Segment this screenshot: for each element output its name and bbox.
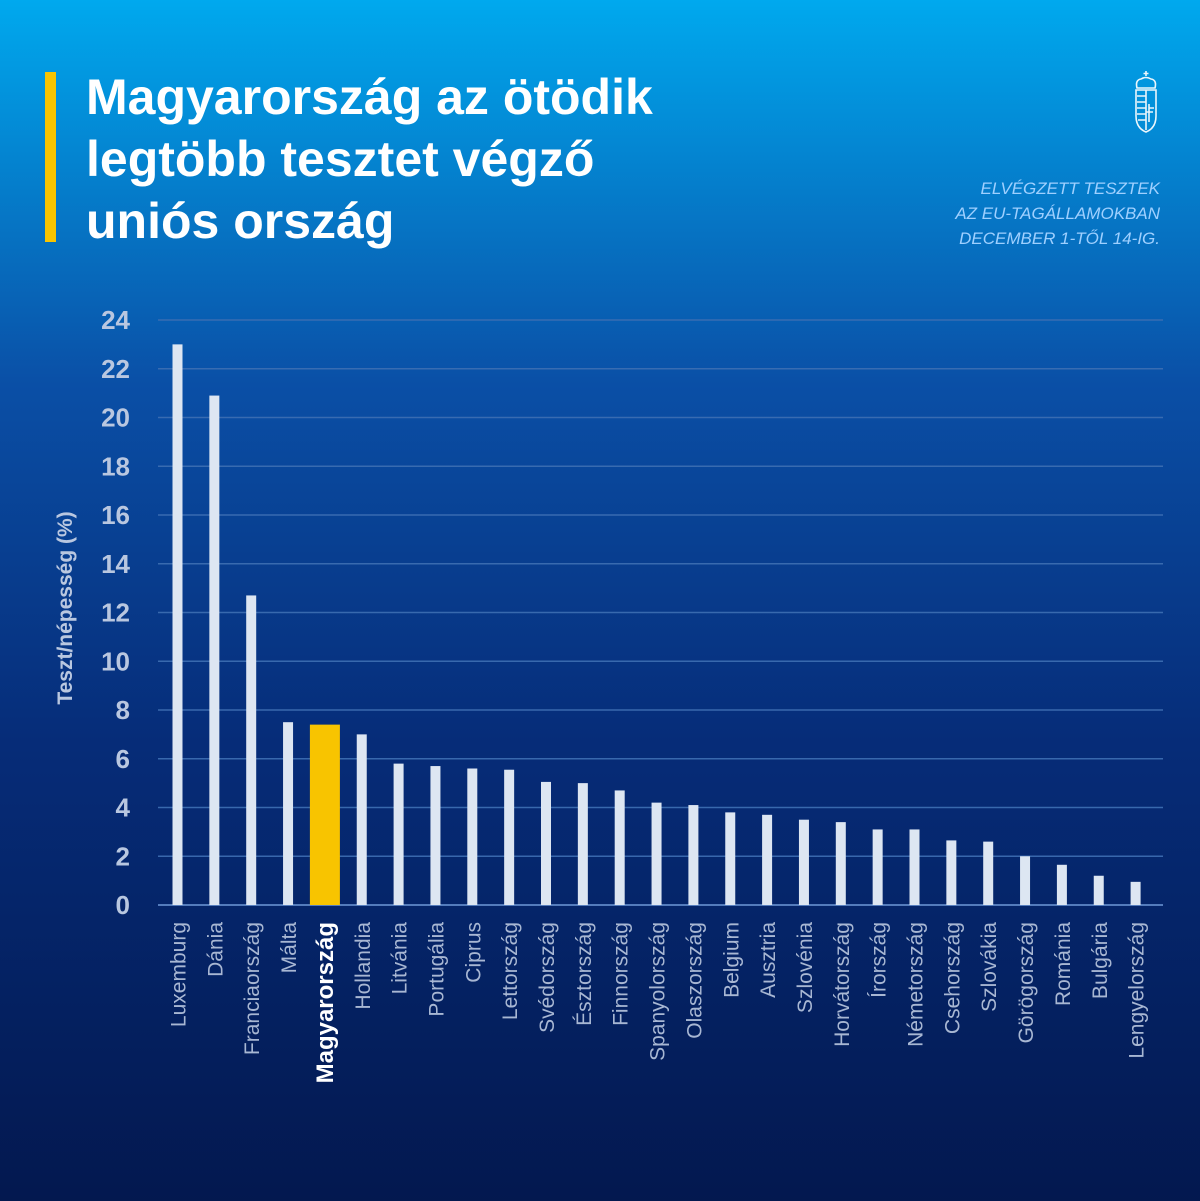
bar <box>430 766 441 905</box>
bar <box>1020 856 1031 905</box>
bar <box>393 763 404 905</box>
x-category-label: Csehország <box>941 922 964 1034</box>
bar <box>798 819 809 905</box>
x-category-label: Bulgária <box>1089 922 1112 999</box>
bar <box>872 829 883 905</box>
bar <box>725 812 736 905</box>
x-category-label: Litvánia <box>389 922 412 995</box>
y-tick-label: 20 <box>101 403 130 433</box>
title-line-2: legtöbb tesztet végző <box>86 131 595 187</box>
y-tick-label: 16 <box>101 500 130 530</box>
x-category-label: Hollandia <box>352 922 375 1010</box>
y-tick-label: 24 <box>101 305 130 335</box>
x-category-label: Dánia <box>204 922 227 977</box>
x-category-label: Németország <box>905 922 928 1047</box>
bar <box>983 841 994 905</box>
y-tick-label: 22 <box>101 354 130 384</box>
y-tick-label: 18 <box>101 451 130 481</box>
title-accent-bar <box>45 72 56 242</box>
x-category-label: Írország <box>868 922 891 998</box>
bar <box>688 805 699 905</box>
bar <box>762 814 773 905</box>
bar <box>172 344 183 905</box>
bar <box>209 395 220 905</box>
x-category-label: Spanyolország <box>647 922 670 1061</box>
chart-subtitle: ELVÉGZETT TESZTEK AZ EU-TAGÁLLAMOKBAN DE… <box>740 176 1160 251</box>
y-tick-label: 2 <box>116 841 130 871</box>
subtitle-line-1: ELVÉGZETT TESZTEK <box>980 179 1160 198</box>
title-line-1: Magyarország az ötödik <box>86 69 653 125</box>
y-axis-title: Teszt/népesség (%) <box>54 511 77 704</box>
x-category-label: Lettország <box>499 922 522 1020</box>
y-tick-label: 0 <box>116 890 130 920</box>
x-category-label: Finnország <box>610 922 633 1026</box>
bar <box>909 829 920 905</box>
x-category-label: Észtország <box>573 922 596 1026</box>
bar <box>1130 881 1141 905</box>
x-category-label: Svédország <box>536 922 559 1033</box>
bar <box>504 769 515 905</box>
bar <box>835 822 846 905</box>
x-category-label: Lengyelország <box>1126 922 1149 1059</box>
x-category-label: Franciaország <box>241 922 264 1055</box>
x-category-label: Ciprus <box>462 922 485 983</box>
y-tick-label: 10 <box>101 646 130 676</box>
chart-title: Magyarország az ötödik legtöbb tesztet v… <box>86 66 846 252</box>
y-tick-label: 8 <box>116 695 130 725</box>
x-category-label: Görögország <box>1015 922 1038 1043</box>
subtitle-line-2: AZ EU-TAGÁLLAMOKBAN <box>955 204 1160 223</box>
bar <box>467 768 478 905</box>
y-tick-label: 12 <box>101 598 130 628</box>
y-tick-label: 14 <box>101 549 130 579</box>
x-category-label: Málta <box>278 922 301 974</box>
bar <box>246 595 257 905</box>
bar <box>1056 864 1067 905</box>
bar <box>651 802 662 905</box>
bar <box>309 724 340 905</box>
hungarian-coat-of-arms-icon <box>1135 71 1157 133</box>
y-tick-label: 4 <box>116 793 131 823</box>
x-category-label: Ausztria <box>757 922 780 998</box>
subtitle-line-3: DECEMBER 1-TŐL 14-IG. <box>959 229 1160 248</box>
x-category-label: Luxemburg <box>168 922 191 1027</box>
x-category-label: Olaszország <box>683 922 706 1039</box>
x-category-label: Szlovákia <box>978 922 1001 1012</box>
x-category-label: Románia <box>1052 922 1075 1006</box>
bar <box>614 790 625 905</box>
x-category-label: Belgium <box>720 922 743 998</box>
bar <box>577 783 588 905</box>
bar <box>946 840 957 905</box>
title-line-3: uniós ország <box>86 193 395 249</box>
bar <box>283 722 294 905</box>
x-category-label: Horvátország <box>831 922 854 1047</box>
bar <box>1093 875 1104 905</box>
x-category-label: Magyarország <box>312 922 339 1083</box>
y-tick-label: 6 <box>116 744 130 774</box>
x-category-label: Portugália <box>425 922 448 1017</box>
bar <box>356 734 367 905</box>
x-category-label: Szlovénia <box>794 922 817 1013</box>
bar <box>541 781 551 905</box>
